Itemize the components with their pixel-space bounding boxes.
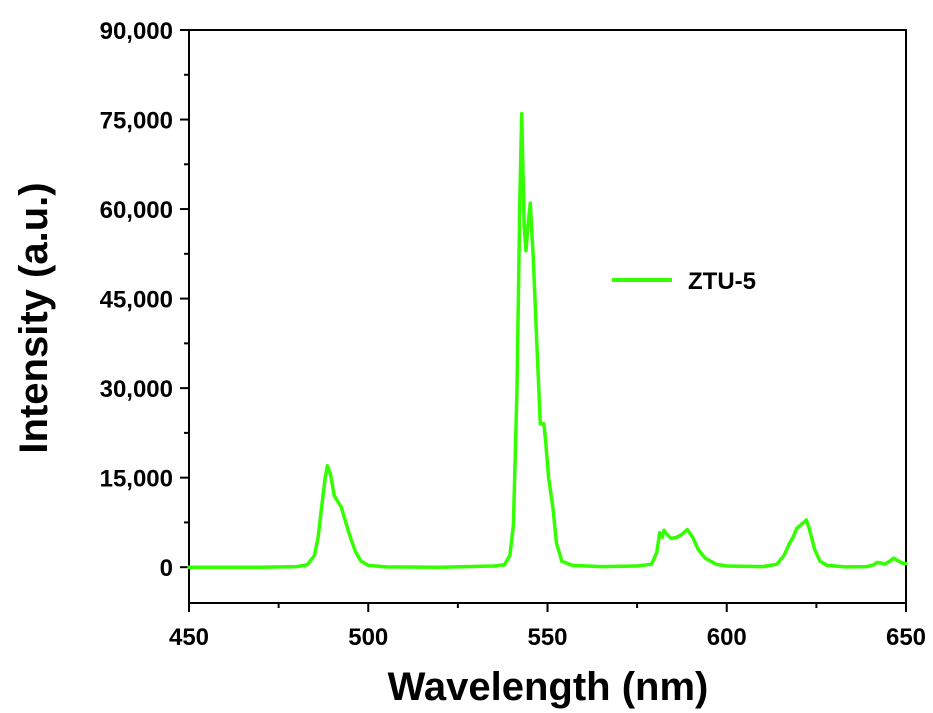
y-tick-label: 15,000 bbox=[100, 466, 173, 493]
legend: ZTU-5 bbox=[612, 268, 756, 295]
x-tick-label: 550 bbox=[527, 624, 567, 651]
legend-label: ZTU-5 bbox=[688, 268, 756, 295]
y-axis-title: Intensity (a.u.) bbox=[12, 182, 56, 453]
y-tick-label: 75,000 bbox=[100, 108, 173, 135]
x-tick-label: 450 bbox=[169, 624, 209, 651]
axis-ticks bbox=[180, 29, 907, 612]
series-line bbox=[187, 111, 908, 569]
plot-border bbox=[188, 29, 907, 604]
x-tick-label: 650 bbox=[886, 624, 926, 651]
series-layer bbox=[187, 111, 908, 569]
x-tick-label: 500 bbox=[348, 624, 388, 651]
y-tick-label: 60,000 bbox=[100, 197, 173, 224]
y-tick-label: 45,000 bbox=[100, 287, 173, 314]
y-tick-label: 0 bbox=[160, 555, 173, 582]
axis-tick-labels: 450 500 550 600 650 0 15,000 30,000 45,000 60,000… bbox=[100, 18, 926, 651]
y-tick-label: 30,000 bbox=[100, 376, 173, 403]
x-axis-title: Wavelength (nm) bbox=[388, 665, 709, 709]
y-tick-label: 90,000 bbox=[100, 18, 173, 45]
x-tick-label: 600 bbox=[707, 624, 747, 651]
plot-frame bbox=[188, 29, 907, 604]
